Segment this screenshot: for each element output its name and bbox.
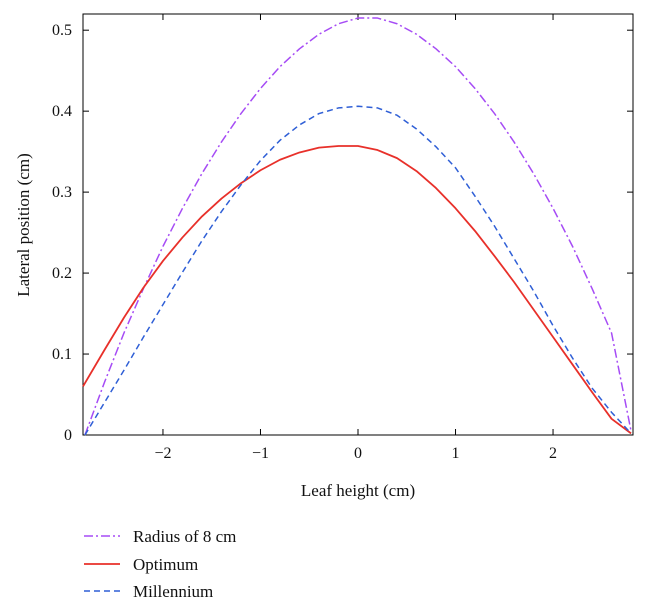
legend-item-radius: Radius of 8 cm bbox=[84, 527, 236, 546]
y-tick-label: 0 bbox=[64, 427, 72, 444]
y-axis-title: Lateral position (cm) bbox=[14, 153, 33, 297]
x-tick-label: 2 bbox=[549, 445, 557, 462]
legend-label-radius: Radius of 8 cm bbox=[133, 527, 236, 546]
x-axis-title: Leaf height (cm) bbox=[301, 481, 415, 500]
legend-label-millennium: Millennium bbox=[133, 582, 213, 601]
x-tick-label: 1 bbox=[452, 445, 460, 462]
x-tick-label: −2 bbox=[154, 445, 171, 462]
x-tick-label: 0 bbox=[354, 445, 362, 462]
legend: Radius of 8 cm Optimum Millennium bbox=[84, 527, 236, 601]
y-tick-label: 0.2 bbox=[52, 265, 72, 282]
y-tick-label: 0.4 bbox=[52, 103, 72, 120]
y-tick-label: 0.5 bbox=[52, 22, 72, 39]
series-line-optimum bbox=[82, 145, 632, 435]
series-line-radius-of-8-cm bbox=[84, 17, 632, 436]
y-tick-label: 0.1 bbox=[52, 346, 72, 363]
x-tick-label: −1 bbox=[252, 445, 269, 462]
legend-item-optimum: Optimum bbox=[84, 555, 198, 574]
series-line-millennium bbox=[84, 105, 632, 436]
axis-ticks: −2 −1 0 1 2 0 0.1 0.2 0.3 0.4 0.5 bbox=[52, 14, 633, 462]
series-layer bbox=[82, 17, 632, 436]
plot-frame bbox=[82, 13, 634, 436]
legend-label-optimum: Optimum bbox=[133, 555, 198, 574]
y-tick-label: 0.3 bbox=[52, 184, 72, 201]
legend-item-millennium: Millennium bbox=[84, 582, 213, 601]
